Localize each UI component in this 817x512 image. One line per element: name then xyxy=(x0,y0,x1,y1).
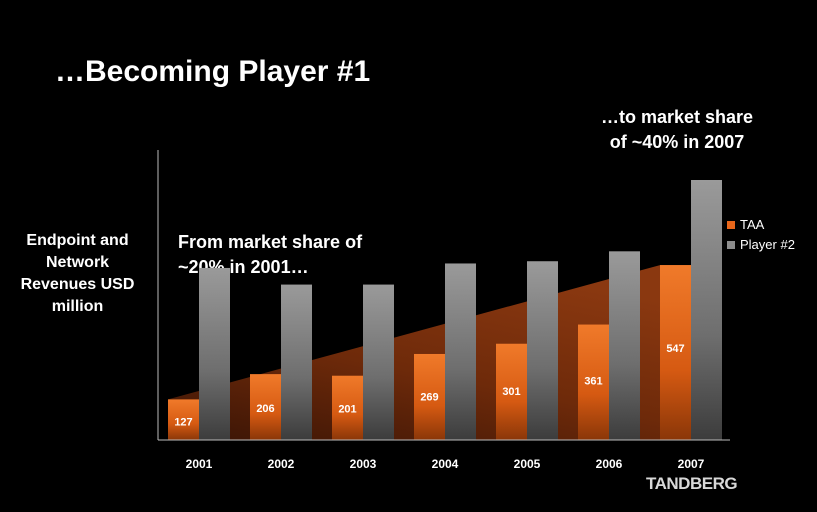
bar-player2-2007 xyxy=(691,180,722,440)
bar-taa-2001 xyxy=(168,399,199,440)
slide-title: …Becoming Player #1 xyxy=(55,55,371,88)
data-label-taa-2001: 127 xyxy=(174,417,192,429)
bar-taa-2007 xyxy=(660,265,691,440)
legend-label-taa: TAA xyxy=(740,217,765,232)
x-tick-2005: 2005 xyxy=(514,457,541,471)
x-tick-2004: 2004 xyxy=(432,457,459,471)
bar-player2-2003 xyxy=(363,284,394,440)
data-label-taa-2007: 547 xyxy=(666,343,684,355)
data-label-taa-2004: 269 xyxy=(420,392,438,404)
x-tick-labels: 2001 2002 2003 2004 2005 2006 2007 xyxy=(186,457,705,471)
bars-group: 127 206 201 269 301 361 547 xyxy=(168,180,722,440)
tandberg-logo: TANDBERG xyxy=(646,474,738,493)
bar-player2-2001 xyxy=(199,267,230,440)
chart-legend: TAA Player #2 xyxy=(727,215,795,255)
legend-swatch-taa xyxy=(727,221,735,229)
data-label-taa-2003: 201 xyxy=(338,404,356,416)
annotation-2007-share: …to market share of ~40% in 2007 xyxy=(600,107,754,152)
x-tick-2001: 2001 xyxy=(186,457,213,471)
data-label-taa-2005: 301 xyxy=(502,386,520,398)
bar-taa-2005 xyxy=(496,343,527,440)
bar-player2-2005 xyxy=(527,261,558,440)
x-tick-2006: 2006 xyxy=(596,457,623,471)
bar-taa-2003 xyxy=(332,375,363,440)
bar-player2-2002 xyxy=(281,284,312,440)
data-label-taa-2006: 361 xyxy=(584,376,602,388)
x-tick-2007: 2007 xyxy=(678,457,705,471)
x-tick-2002: 2002 xyxy=(268,457,295,471)
bar-taa-2006 xyxy=(578,324,609,440)
legend-swatch-player2 xyxy=(727,241,735,249)
y-axis-label: Endpoint and Network Revenues USD millio… xyxy=(20,232,135,315)
bar-player2-2004 xyxy=(445,263,476,440)
x-tick-2003: 2003 xyxy=(350,457,377,471)
legend-item-player2: Player #2 xyxy=(727,235,795,255)
bar-taa-2004 xyxy=(414,353,445,440)
bar-player2-2006 xyxy=(609,251,640,440)
legend-label-player2: Player #2 xyxy=(740,237,795,252)
legend-item-taa: TAA xyxy=(727,215,795,235)
data-label-taa-2002: 206 xyxy=(256,403,274,415)
bar-taa-2002 xyxy=(250,374,281,440)
